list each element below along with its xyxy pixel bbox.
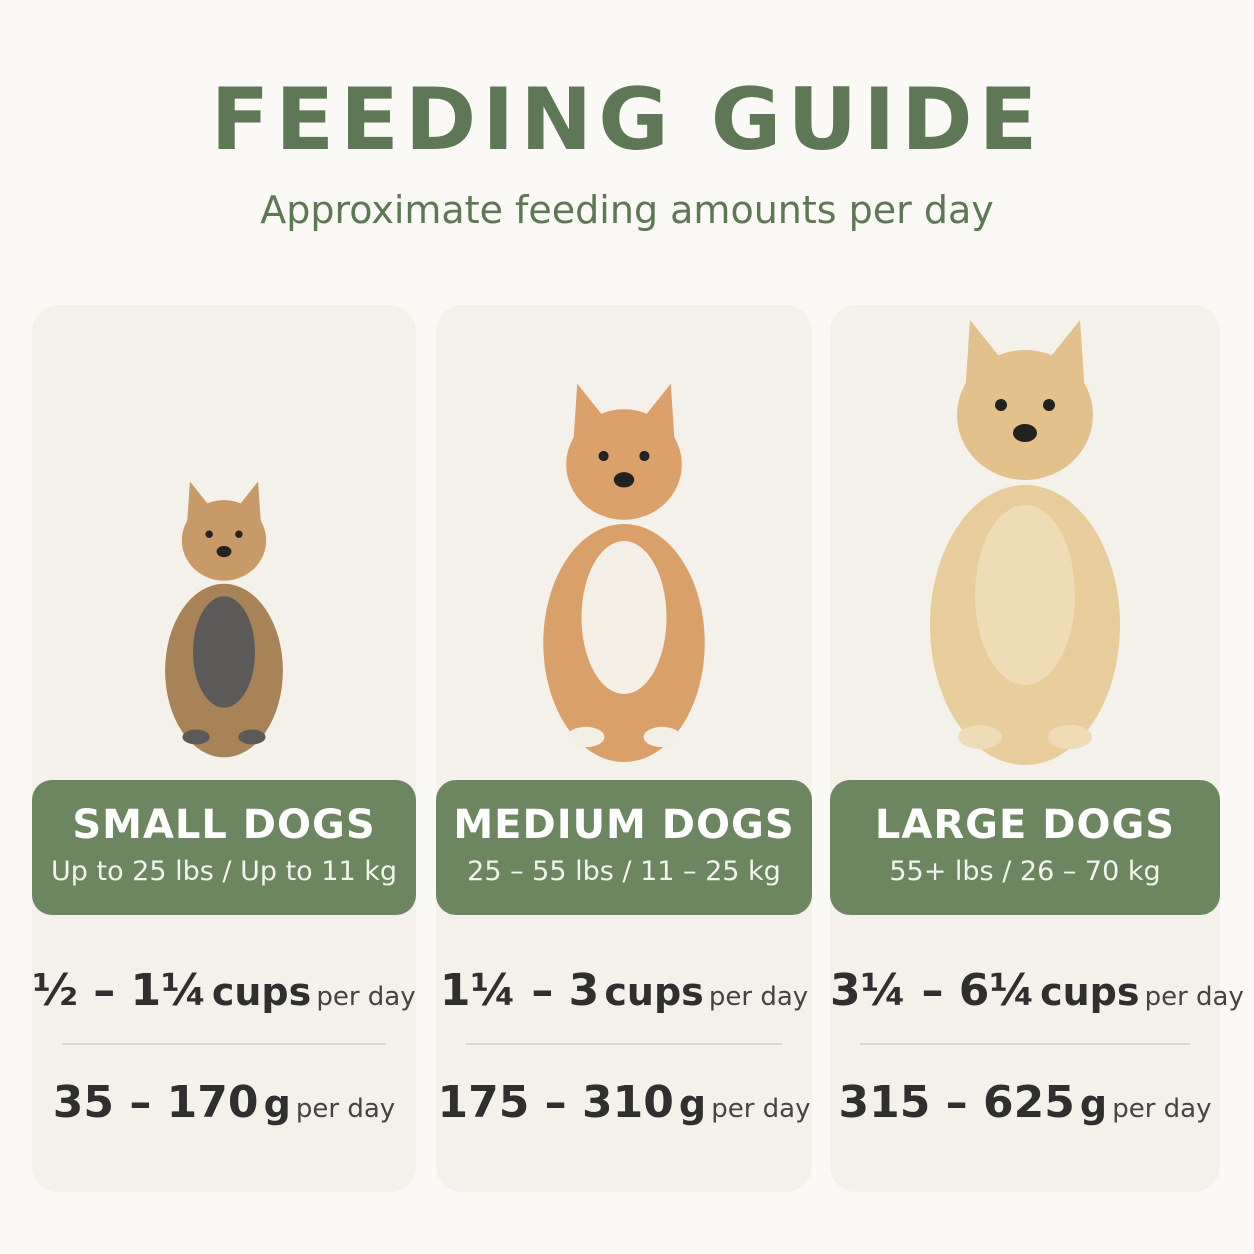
amount-grams: 175 – 310 g per day: [436, 1077, 812, 1128]
unit: cups: [604, 970, 704, 1014]
suffix: per day: [1112, 1094, 1212, 1124]
size-name: LARGE DOGS: [874, 802, 1176, 848]
weight-range: Up to 25 lbs / Up to 11 kg: [51, 856, 397, 887]
dog-illustration: [543, 383, 705, 762]
card: LARGE DOGS 55+ lbs / 26 – 70 kg 3¼ – 6¼ cu…: [830, 305, 1244, 1192]
unit: g: [263, 1082, 291, 1126]
amount: 3¼ – 6¼: [830, 965, 1035, 1016]
unit: cups: [211, 970, 312, 1014]
size-name: MEDIUM DOGS: [453, 802, 795, 848]
unit: cups: [1040, 970, 1140, 1014]
size-label: MEDIUM DOGS 25 – 55 lbs / 11 – 25 kg: [436, 780, 812, 915]
size-name: SMALL DOGS: [72, 802, 376, 848]
weight-range: 25 – 55 lbs / 11 – 25 kg: [467, 856, 781, 887]
divider: [466, 1043, 782, 1045]
size-label: LARGE DOGS 55+ lbs / 26 – 70 kg: [830, 780, 1220, 915]
dog-illustration: [165, 481, 283, 758]
suffix: per day: [711, 1094, 811, 1124]
amount-cups: ½ – 1¼ cups per day: [32, 965, 416, 1016]
amount-cups: 3¼ – 6¼ cups per day: [830, 965, 1244, 1016]
title: FEEDING GUIDE: [210, 70, 1044, 170]
amount: 35 – 170: [52, 1077, 259, 1128]
amount-grams: 315 – 625 g per day: [830, 1077, 1220, 1128]
size-label: SMALL DOGS Up to 25 lbs / Up to 11 kg: [32, 780, 416, 915]
amount: 1¼ – 3: [439, 965, 600, 1016]
amount: 315 – 625: [838, 1077, 1075, 1128]
divider: [62, 1043, 386, 1045]
divider: [860, 1043, 1190, 1045]
weight-range: 55+ lbs / 26 – 70 kg: [889, 856, 1161, 887]
subtitle: Approximate feeding amounts per day: [260, 188, 994, 232]
dog-illustration: [930, 320, 1120, 765]
card: SMALL DOGS Up to 25 lbs / Up to 11 kg ½ – …: [32, 305, 416, 1192]
suffix: per day: [1144, 982, 1244, 1012]
amount: 175 – 310: [437, 1077, 674, 1128]
suffix: per day: [316, 982, 416, 1012]
suffix: per day: [708, 982, 809, 1012]
unit: g: [678, 1082, 707, 1126]
amount-cups: 1¼ – 3 cups per day: [436, 965, 812, 1016]
amount: ½ – 1¼: [32, 965, 207, 1016]
suffix: per day: [295, 1094, 396, 1124]
card: MEDIUM DOGS 25 – 55 lbs / 11 – 25 kg 1¼ – …: [436, 305, 812, 1192]
amount-grams: 35 – 170 g per day: [32, 1077, 416, 1128]
unit: g: [1079, 1082, 1108, 1126]
